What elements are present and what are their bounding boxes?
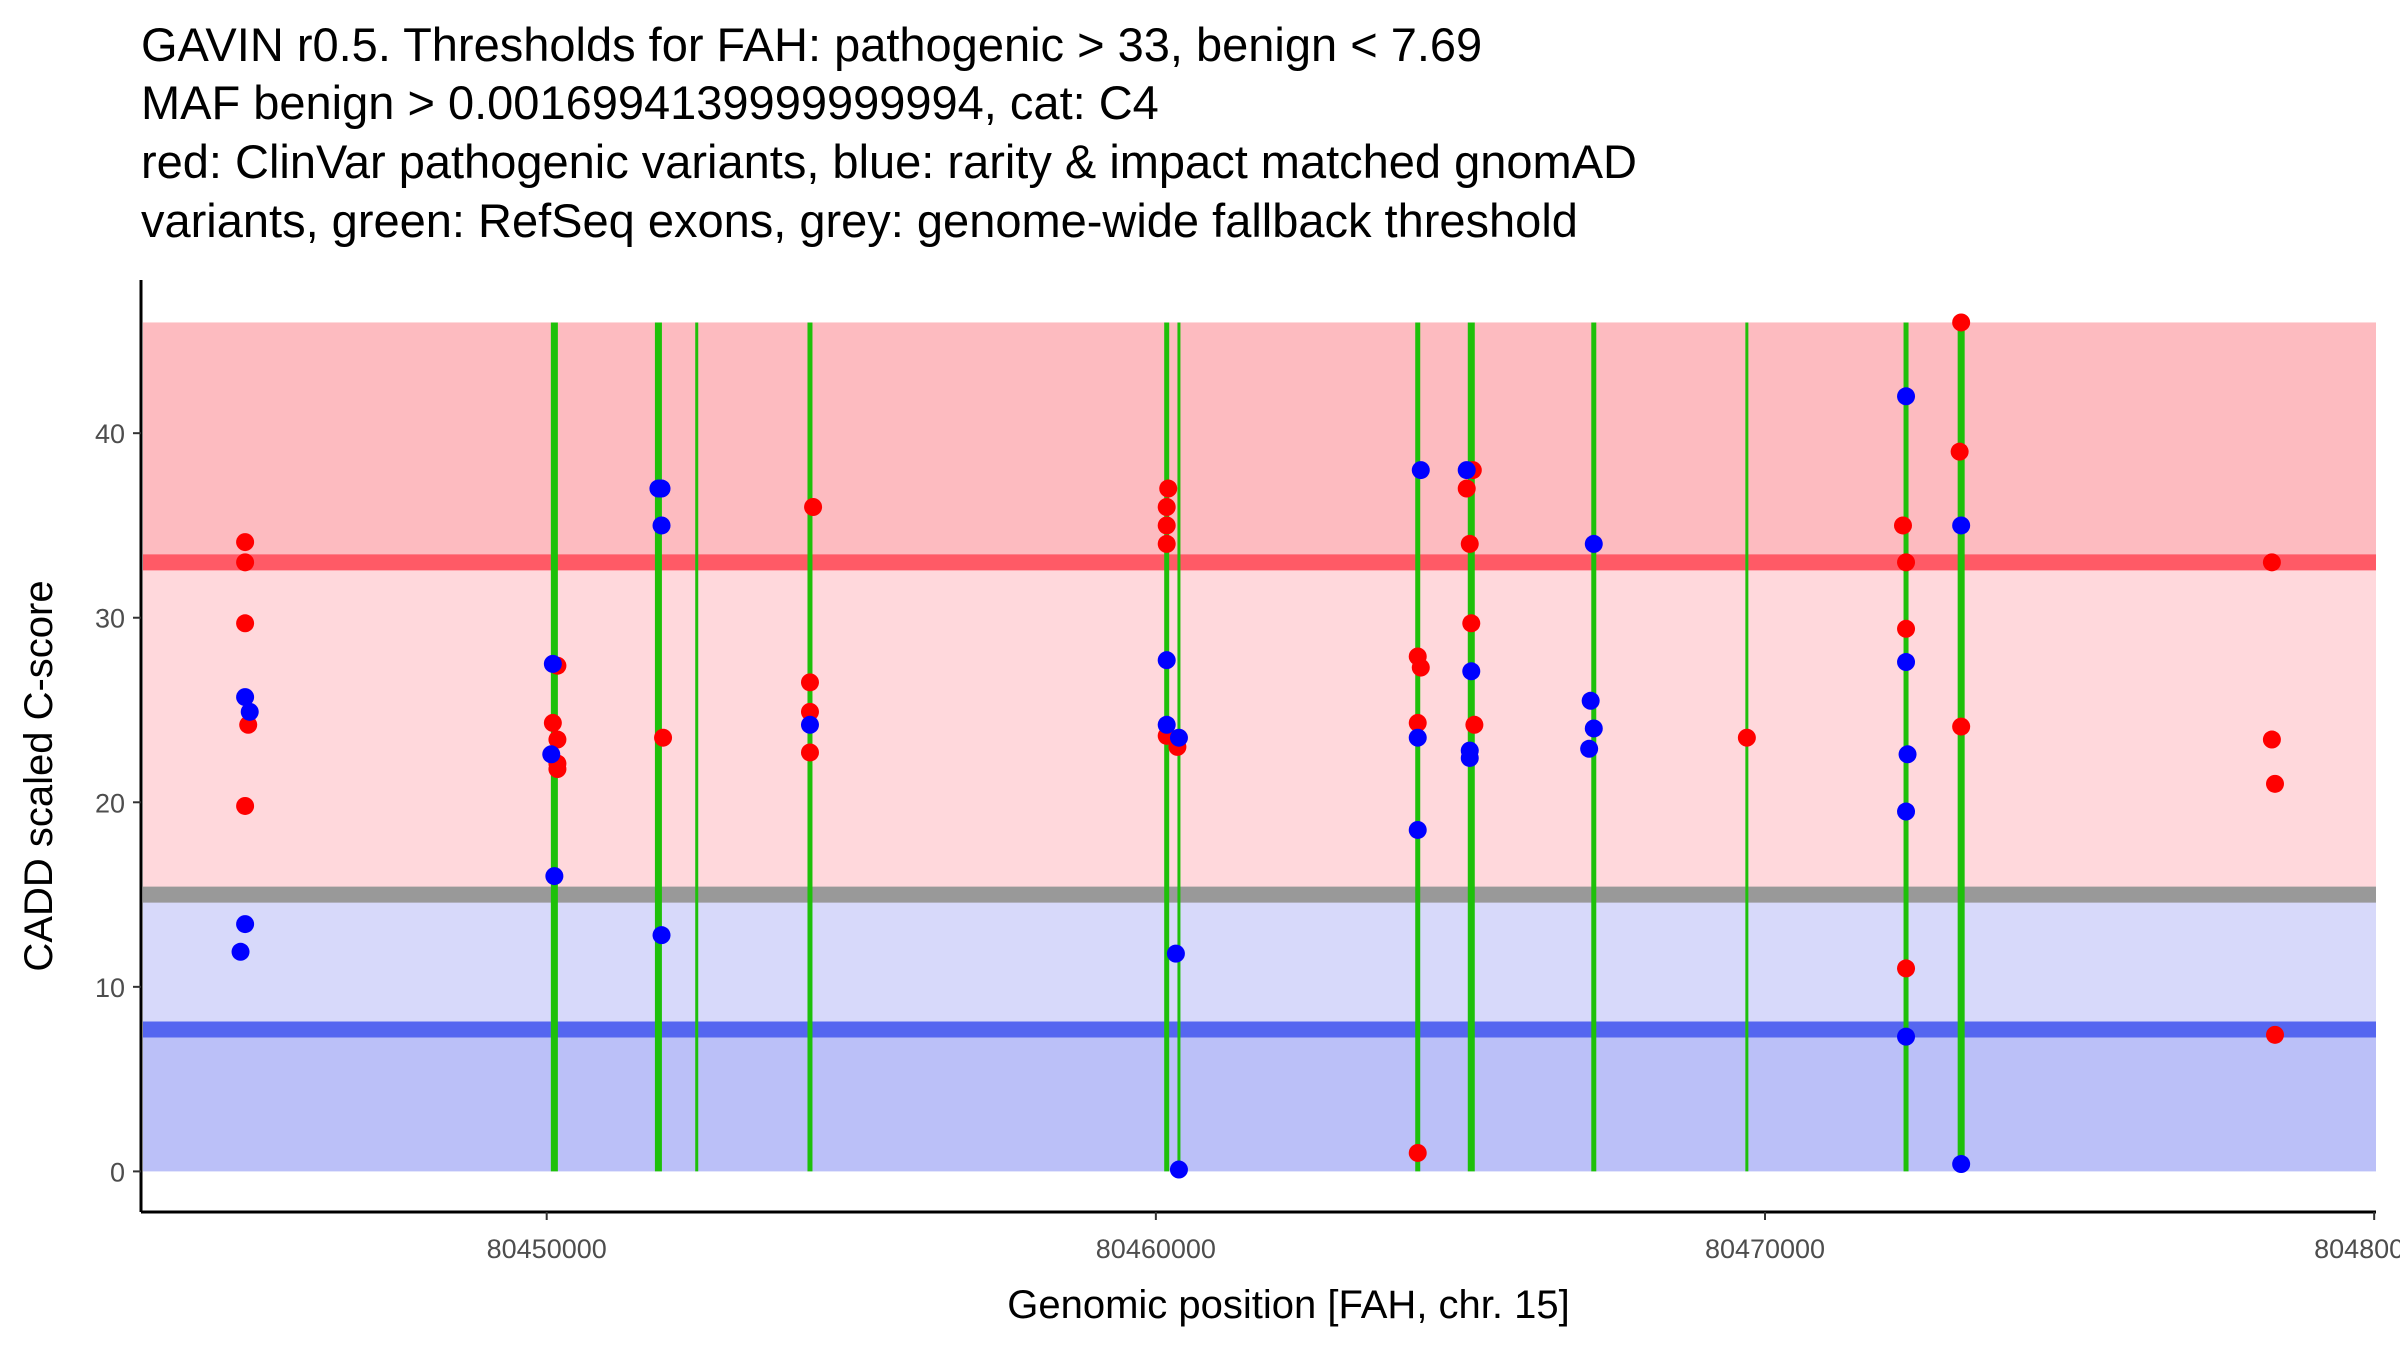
chart-title-line-2: MAF benign > 0.0016994139999999994, cat:… [141,76,1159,129]
clinvar-point [1157,498,1176,517]
y-tick-label: 30 [95,604,125,634]
gnomad-point [1460,748,1479,767]
gnomad-point [1584,534,1603,553]
gnomad-point [1169,728,1188,747]
gnomad-point [1411,461,1430,480]
gnomad-point [1457,461,1476,480]
clinvar-point [804,498,823,517]
clinvar-point [1408,713,1427,732]
clinvar-point [800,673,819,692]
clinvar-point [2266,774,2285,793]
clinvar-point [543,713,562,732]
gnomad-point [231,942,250,961]
clinvar-point [1465,715,1484,734]
clinvar-point [236,553,255,572]
clinvar-point [1157,534,1176,553]
gnomad-point [800,715,819,734]
gnomad-point [1157,651,1176,670]
clinvar-point [2262,553,2281,572]
x-axis-title: Genomic position [FAH, chr. 15] [1007,1283,1569,1327]
clinvar-point [236,614,255,633]
gnomad-point [652,926,671,945]
intermediate-red-band [143,562,2376,895]
gnomad-point [1580,739,1599,758]
threshold-bands [143,322,2376,1172]
gnomad-point [236,688,255,707]
gnomad-point [543,654,562,673]
gnomad-point [1897,1027,1916,1046]
clinvar-point [2266,1025,2285,1044]
y-tick-label: 20 [95,788,125,818]
clinvar-point [1457,479,1476,498]
exon-lines [550,322,1965,1172]
clinvar-point [236,533,255,552]
gnomad-point [1898,745,1917,764]
y-tick-label: 40 [95,419,125,449]
gnomad-point [1157,715,1176,734]
gnomad-point [1584,719,1603,738]
chart-title-line-1: GAVIN r0.5. Thresholds for FAH: pathogen… [141,18,1483,71]
clinvar-point [800,702,819,721]
benign-band [143,1029,2376,1172]
clinvar-point [1897,553,1916,572]
clinvar-point [1950,442,1969,461]
clinvar-point [1408,1143,1427,1162]
clinvar-point [1460,534,1479,553]
x-tick-label: 80470000 [1705,1234,1825,1264]
clinvar-point [1462,614,1481,633]
clinvar-point [1157,516,1176,535]
clinvar-point [1411,658,1430,677]
gnomad-point [1462,662,1481,681]
clinvar-point [548,730,567,749]
y-tick-label: 0 [110,1157,125,1187]
clinvar-point [1897,959,1916,978]
clinvar-point [1737,728,1756,747]
y-tick-label: 10 [95,973,125,1003]
gnomad-point [1169,1160,1188,1179]
pathogenic-band [143,322,2376,563]
x-tick-label: 80460000 [1096,1234,1216,1264]
gnomad-point [236,915,255,934]
x-tick-label: 80480000 [2314,1234,2400,1264]
clinvar-point [2262,730,2281,749]
gnomad-point [652,516,671,535]
clinvar-point [800,743,819,762]
gnomad-point [1408,728,1427,747]
intermediate-blue-band [143,894,2376,1030]
clinvar-point [548,760,567,779]
clinvar-point [654,728,673,747]
clinvar-point [1159,479,1178,498]
gnomad-point [1581,691,1600,710]
gnomad-point [1897,387,1916,406]
gnomad-point [1897,802,1916,821]
data-points [231,313,2285,1179]
y-axis-title: CADD scaled C-score [17,580,61,971]
clinvar-point [1952,313,1971,332]
gnomad-point [240,702,259,721]
x-tick-label: 80450000 [487,1234,607,1264]
gnomad-point [1897,653,1916,672]
clinvar-point [1897,619,1916,638]
gnomad-point [1408,820,1427,839]
gnomad-point [1166,944,1185,963]
gnomad-point [1952,1155,1971,1174]
clinvar-point [1952,717,1971,736]
gnomad-point [545,867,564,886]
chart-title-line-3: red: ClinVar pathogenic variants, blue: … [141,135,1637,188]
gnomad-point [542,745,561,764]
clinvar-point [1893,516,1912,535]
axes: 0 10 20 30 40 80450000 80460000 80470000 8048000… [95,280,2400,1264]
clinvar-point [236,796,255,815]
chart-title-line-4: variants, green: RefSeq exons, grey: gen… [141,194,1578,247]
gnomad-point [1952,516,1971,535]
gnomad-point [652,479,671,498]
